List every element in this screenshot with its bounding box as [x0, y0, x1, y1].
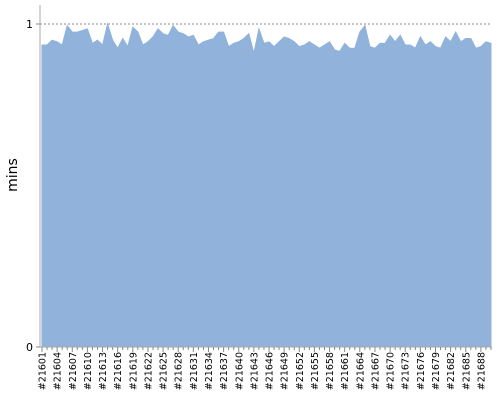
x-tick-label: #21667: [370, 352, 381, 390]
x-tick-label: #21640: [234, 352, 245, 390]
x-tick-label: #21673: [401, 352, 412, 390]
x-tick-label: #21658: [325, 352, 336, 390]
x-tick-label: #21652: [295, 352, 306, 390]
x-tick-label: #21610: [83, 352, 94, 390]
x-tick-label: #21682: [446, 352, 457, 390]
area: [41, 22, 492, 348]
x-tick-label: #21688: [476, 352, 487, 390]
x-tick-label: #21634: [204, 352, 215, 390]
x-tick-label: #21628: [174, 352, 185, 390]
x-tick-label: #21646: [265, 352, 276, 390]
y-axis-label: mins: [5, 158, 21, 192]
x-tick-label: #21601: [38, 352, 49, 390]
x-tick-label: #21670: [386, 352, 397, 390]
x-tick-label: #21613: [98, 352, 109, 390]
x-tick-label: #21664: [355, 352, 366, 390]
x-tick-label: #21619: [128, 352, 139, 390]
x-tick-label: #21604: [53, 352, 64, 390]
x-tick-label: #21607: [68, 352, 79, 390]
x-tick-label: #21637: [219, 352, 230, 390]
x-tick-label: #21661: [340, 352, 351, 390]
x-tick-label: #21649: [280, 352, 291, 390]
y-tick-label: 0: [26, 341, 33, 354]
x-tick-label: #21643: [249, 352, 260, 390]
x-tick-label: #21625: [159, 352, 170, 390]
x-tick-label: #21631: [189, 352, 200, 390]
x-tick-label: #21622: [143, 352, 154, 390]
x-tick-label: #21676: [416, 352, 427, 390]
x-tick-label: #21679: [431, 352, 442, 390]
y-tick-label: 1: [26, 18, 33, 31]
x-tick-label: #21685: [461, 352, 472, 390]
x-tick-label: #21655: [310, 352, 321, 390]
x-tick-label: #21616: [113, 352, 124, 390]
